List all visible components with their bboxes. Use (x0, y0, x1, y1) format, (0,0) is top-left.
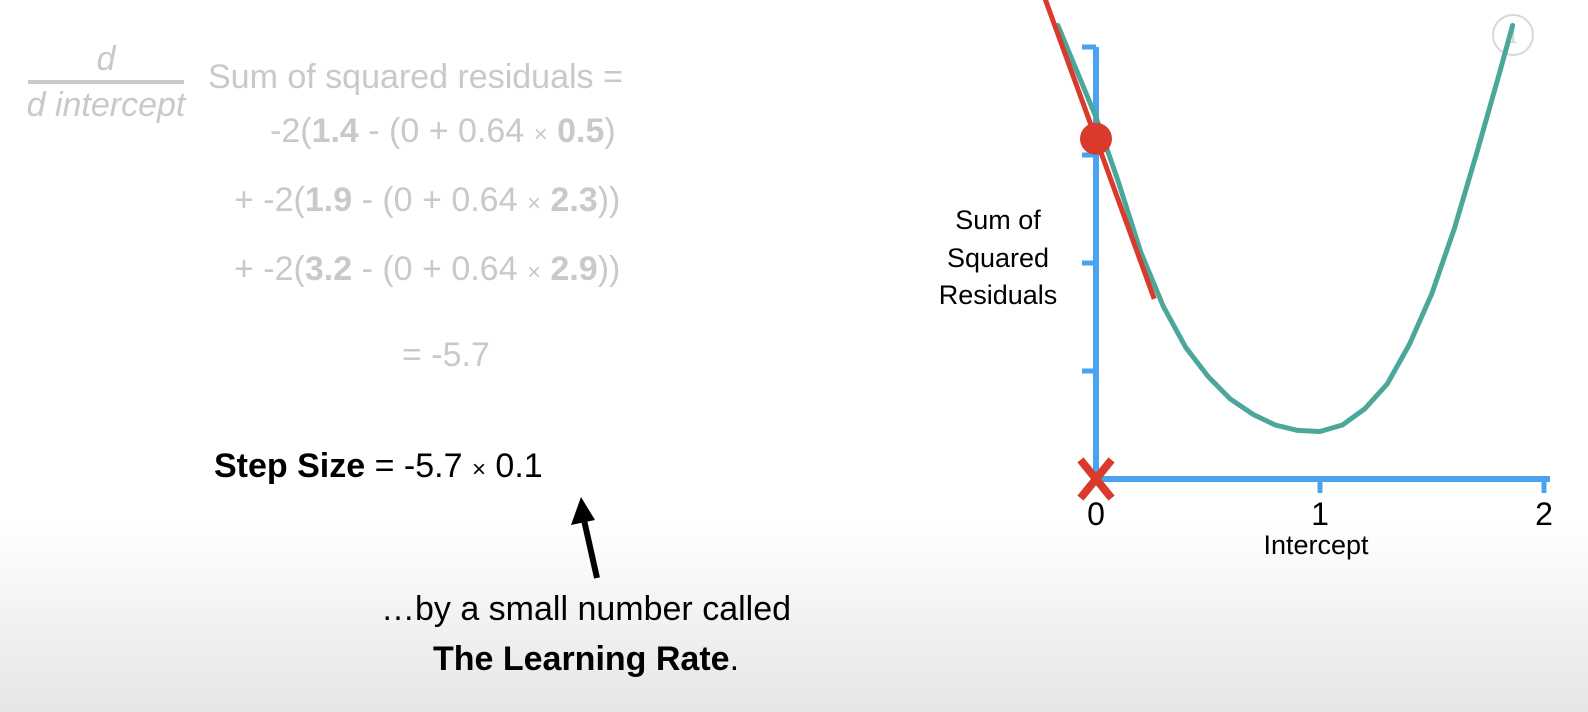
x-tick-label: 0 (1087, 496, 1105, 532)
fraction-denominator: d intercept (26, 86, 186, 124)
caption-line-1: …by a small number called (380, 590, 792, 628)
marker-x-stroke-2 (1077, 457, 1115, 501)
derivative-term-3: + -2(3.2 - (0 + 0.64 × 2.9)) (234, 250, 621, 288)
fraction-numerator: d (96, 40, 116, 78)
y-axis-label: Sum of Squared Residuals (939, 205, 1058, 310)
current-point (1080, 122, 1112, 155)
derivative-fraction: d d intercept (8, 40, 204, 124)
x-tick-label: 1 (1311, 496, 1329, 532)
learning-rate-arrow (571, 497, 600, 579)
y-axis-label-line-2: Squared (947, 243, 1049, 273)
derivative-lhs: Sum of squared residuals = (208, 58, 623, 96)
ssr-curve (1055, 22, 1516, 434)
learning-rate-label: The Learning Rate (432, 640, 730, 678)
step-size-label: Step Size (214, 447, 366, 485)
info-icon[interactable]: i (1492, 14, 1534, 56)
step-size-equation: Step Size = -5.7 × 0.1 (214, 447, 543, 485)
derivative-result: = -5.7 (402, 336, 490, 374)
caption-line-2: The Learning Rate. (432, 640, 740, 678)
derivative-term-1: -2(1.4 - (0 + 0.64 × 0.5) (270, 112, 616, 150)
x-tick-label: 2 (1535, 496, 1553, 532)
y-axis-label-line-1: Sum of (955, 205, 1041, 235)
learning-rate-value: 0.1 (485, 447, 543, 485)
fraction-bar (28, 80, 184, 84)
plot-area: 0 1 2 (1042, 0, 1553, 532)
x-axis-label: Intercept (1263, 530, 1369, 560)
y-axis-label-line-3: Residuals (939, 280, 1058, 310)
derivative-term-2: + -2(1.9 - (0 + 0.64 × 2.3)) (234, 181, 621, 219)
